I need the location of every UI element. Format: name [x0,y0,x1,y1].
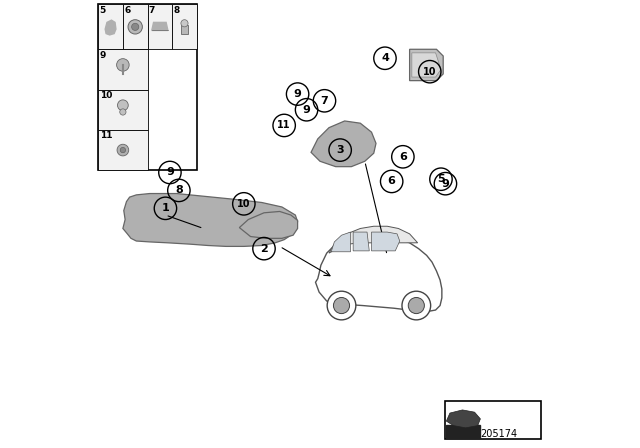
Text: 9: 9 [303,105,310,115]
Polygon shape [329,226,418,253]
Text: 6: 6 [388,177,396,186]
FancyBboxPatch shape [98,4,123,49]
Text: 1: 1 [161,203,170,213]
Text: 7: 7 [149,6,156,15]
FancyBboxPatch shape [172,4,196,49]
FancyBboxPatch shape [147,4,172,49]
Circle shape [118,100,128,111]
Text: 9: 9 [100,51,106,60]
Text: 6: 6 [124,6,131,15]
Text: 8: 8 [175,185,183,195]
Polygon shape [152,22,168,30]
FancyBboxPatch shape [98,130,147,170]
Text: 3: 3 [337,145,344,155]
Circle shape [117,144,129,156]
FancyBboxPatch shape [181,25,188,34]
Text: 10: 10 [423,67,436,77]
Polygon shape [353,232,369,251]
Polygon shape [332,232,351,252]
Polygon shape [239,211,298,238]
Polygon shape [311,121,376,167]
FancyBboxPatch shape [445,401,541,439]
Circle shape [132,23,139,30]
Polygon shape [105,20,116,35]
Text: 9: 9 [442,179,449,189]
Text: 5: 5 [437,174,445,184]
Text: 6: 6 [399,152,407,162]
Polygon shape [123,194,298,246]
FancyBboxPatch shape [98,90,147,130]
Circle shape [333,297,349,314]
Polygon shape [316,234,442,311]
Circle shape [120,147,125,153]
Text: 2: 2 [260,244,268,254]
FancyBboxPatch shape [98,49,147,90]
Circle shape [128,20,142,34]
Text: 9: 9 [166,168,174,177]
Circle shape [402,291,431,320]
Text: 5: 5 [100,6,106,15]
Circle shape [181,20,188,27]
Text: 7: 7 [321,96,328,106]
FancyBboxPatch shape [98,4,196,170]
Circle shape [116,59,129,71]
Text: 4: 4 [381,53,389,63]
Circle shape [327,291,356,320]
Polygon shape [410,49,443,81]
Polygon shape [412,53,441,77]
Text: 10: 10 [100,91,112,100]
FancyBboxPatch shape [123,4,147,49]
Circle shape [120,109,126,115]
Text: 9: 9 [294,89,301,99]
Polygon shape [446,425,481,438]
Polygon shape [371,232,400,251]
Polygon shape [446,410,481,428]
Text: 11: 11 [100,131,112,140]
Text: 10: 10 [237,199,251,209]
Text: 205174: 205174 [481,429,518,439]
Circle shape [408,297,424,314]
Text: 11: 11 [277,121,291,130]
Text: 8: 8 [173,6,180,15]
